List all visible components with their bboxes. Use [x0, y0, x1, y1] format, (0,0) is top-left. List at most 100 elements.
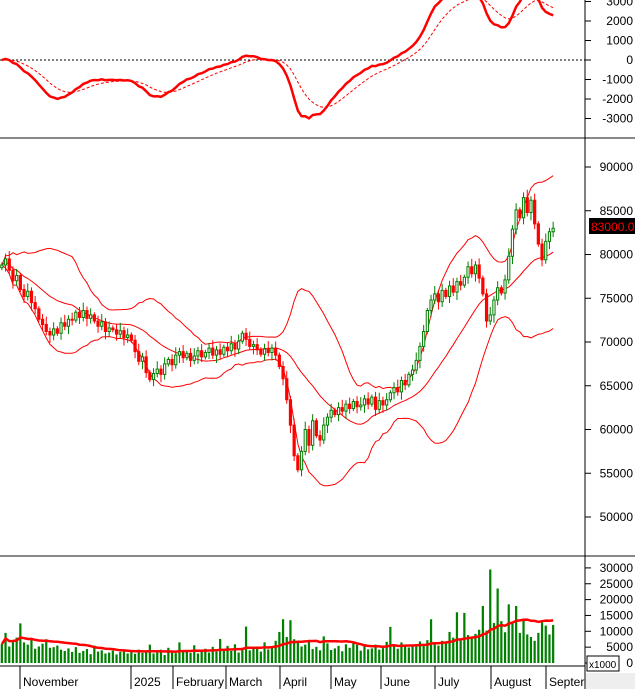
volume-average-line	[0, 618, 554, 653]
volume-bar	[170, 652, 174, 663]
y-tick-label: -1000	[602, 73, 633, 87]
signal-line	[1, 0, 554, 108]
y-tick-label: 3000	[606, 0, 633, 9]
volume-bar	[552, 624, 555, 663]
y-tick-label: 0	[626, 656, 633, 670]
y-tick-label: 20000	[600, 593, 634, 607]
candle-body	[377, 400, 381, 410]
y-tick-label: -2000	[602, 92, 633, 106]
volume-bar	[466, 635, 470, 663]
volume-bar	[459, 639, 462, 663]
volume-bar	[200, 650, 203, 663]
candle-body	[244, 332, 248, 340]
candle-body	[285, 378, 289, 401]
y-tick-label: 90000	[600, 160, 634, 174]
candle-body	[196, 350, 200, 357]
candle-body	[322, 424, 326, 441]
volume-bar	[115, 654, 118, 663]
y-tick-label: -3000	[602, 112, 633, 126]
candle-body	[259, 349, 263, 355]
candle-body	[166, 359, 170, 365]
volume-bar	[281, 619, 285, 663]
candle-body	[185, 352, 189, 359]
candle-body	[15, 275, 19, 282]
volume-bar	[85, 649, 89, 663]
candle-body	[29, 290, 34, 304]
volume-bar	[400, 642, 403, 663]
volume-bar	[330, 650, 333, 663]
volume-bar	[78, 652, 81, 663]
candle-body	[18, 275, 22, 290]
candle-body	[214, 349, 219, 356]
candle-body	[248, 338, 252, 347]
month-label: Septer	[549, 675, 584, 689]
volume-bar	[478, 629, 481, 663]
candle-body	[481, 277, 485, 295]
candle-body	[299, 450, 304, 471]
price-panel	[0, 175, 555, 487]
candle-body	[133, 339, 137, 353]
volume-bar	[4, 632, 7, 663]
candle-body	[540, 243, 544, 261]
volume-bar	[148, 644, 151, 663]
candle-body	[521, 197, 526, 219]
oscillator-panel	[0, 0, 585, 120]
volume-bar	[137, 649, 140, 663]
volume-bar	[422, 644, 425, 663]
volume-bar	[174, 653, 177, 663]
volume-bar	[141, 652, 144, 663]
volume-bar	[367, 649, 370, 663]
candle-body	[407, 373, 411, 386]
month-label: August	[494, 675, 532, 689]
candle-body	[277, 354, 281, 367]
volume-bar	[0, 643, 3, 663]
candle-body	[551, 227, 555, 233]
candle-body	[11, 269, 15, 282]
candle-body	[96, 320, 100, 327]
candle-body	[444, 289, 448, 297]
candle-body	[74, 311, 78, 321]
candle-body	[114, 329, 119, 335]
volume-bar	[333, 648, 336, 663]
volume-bar	[503, 632, 507, 663]
month-label: February	[176, 675, 224, 689]
volume-bar	[196, 653, 200, 663]
candle-body	[89, 314, 93, 319]
volume-bar	[119, 651, 122, 663]
volume-bar	[296, 641, 299, 663]
volume-bar	[355, 644, 359, 663]
volume-bar	[108, 652, 111, 663]
volume-bar	[163, 655, 166, 663]
volume-bar	[241, 647, 244, 663]
volume-bar	[470, 637, 473, 663]
candle-body	[355, 401, 359, 408]
volume-bar	[100, 650, 103, 663]
volume-bar	[515, 605, 518, 663]
candle-body	[381, 400, 385, 406]
candle-body	[270, 347, 274, 353]
corner-area	[586, 673, 635, 689]
candle-body	[455, 281, 459, 293]
candle-body	[129, 334, 133, 341]
volume-bar	[407, 647, 410, 663]
volume-bar	[256, 648, 259, 663]
candle-body	[237, 340, 241, 350]
volume-bar	[426, 640, 429, 663]
volume-bar	[233, 644, 237, 663]
last-price-box	[589, 218, 635, 234]
candle-body	[333, 409, 337, 416]
candle-body	[218, 349, 222, 355]
candle-body	[222, 346, 226, 355]
volume-bar	[74, 647, 77, 663]
candle-body	[44, 324, 48, 332]
candle-body	[529, 199, 533, 213]
candle-body	[159, 368, 163, 375]
candle-body	[447, 285, 452, 297]
candle-body	[3, 258, 8, 266]
volume-bar	[45, 639, 48, 663]
volume-bar	[441, 640, 444, 663]
oscillator-line	[1, 0, 554, 120]
volume-bar	[415, 645, 418, 663]
volume-bar	[341, 651, 344, 663]
